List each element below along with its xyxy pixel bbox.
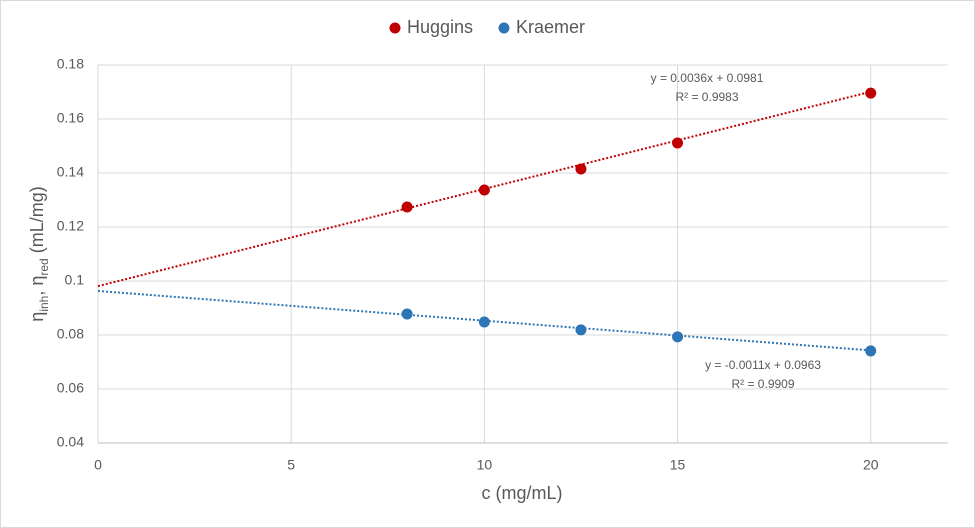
x-tick-label: 10 <box>477 457 493 473</box>
y-tick-label: 0.04 <box>57 434 84 450</box>
x-tick-label: 15 <box>670 457 686 473</box>
data-point <box>865 87 877 99</box>
data-point <box>865 345 877 357</box>
y-axis-label-part: red <box>37 258 51 275</box>
trendline <box>97 90 871 288</box>
y-axis-label-part: (mL/mg) <box>27 186 47 258</box>
y-tick-label: 0.14 <box>57 164 84 180</box>
x-tick-label: 20 <box>863 457 879 473</box>
trendline-r2: R² = 0.9909 <box>731 377 794 391</box>
data-point <box>672 331 684 343</box>
y-axis-label: ηinh, ηred (mL/mg) <box>27 186 51 321</box>
y-tick-label: 0.1 <box>65 272 85 288</box>
y-tick-label: 0.12 <box>57 218 84 234</box>
data-point <box>478 184 490 196</box>
trendline <box>97 289 871 352</box>
data-point <box>401 201 413 213</box>
legend-label: Kraemer <box>516 17 585 37</box>
x-tick-label: 5 <box>287 457 295 473</box>
y-tick-label: 0.08 <box>57 326 84 342</box>
data-point <box>672 137 684 149</box>
legend-label: Huggins <box>407 17 473 37</box>
y-axis-label-part: inh <box>37 296 51 312</box>
data-point <box>401 308 413 320</box>
data-point <box>575 163 587 175</box>
y-tick-label: 0.06 <box>57 380 84 396</box>
trendline-equation: y = -0.0011x + 0.0963 <box>705 358 821 372</box>
x-tick-label: 0 <box>94 457 102 473</box>
data-point <box>478 316 490 328</box>
y-tick-label: 0.18 <box>57 56 84 72</box>
data-point <box>575 324 587 336</box>
x-axis-label: c (mg/mL) <box>482 483 563 503</box>
trendline-r2: R² = 0.9983 <box>675 90 738 104</box>
y-axis-label-part: η <box>27 312 47 322</box>
y-tick-label: 0.16 <box>57 110 84 126</box>
legend-marker <box>498 22 510 34</box>
trendline-equation: y = 0.0036x + 0.0981 <box>651 71 764 85</box>
legend-marker <box>389 22 401 34</box>
y-axis-label-part: , η <box>27 276 47 296</box>
